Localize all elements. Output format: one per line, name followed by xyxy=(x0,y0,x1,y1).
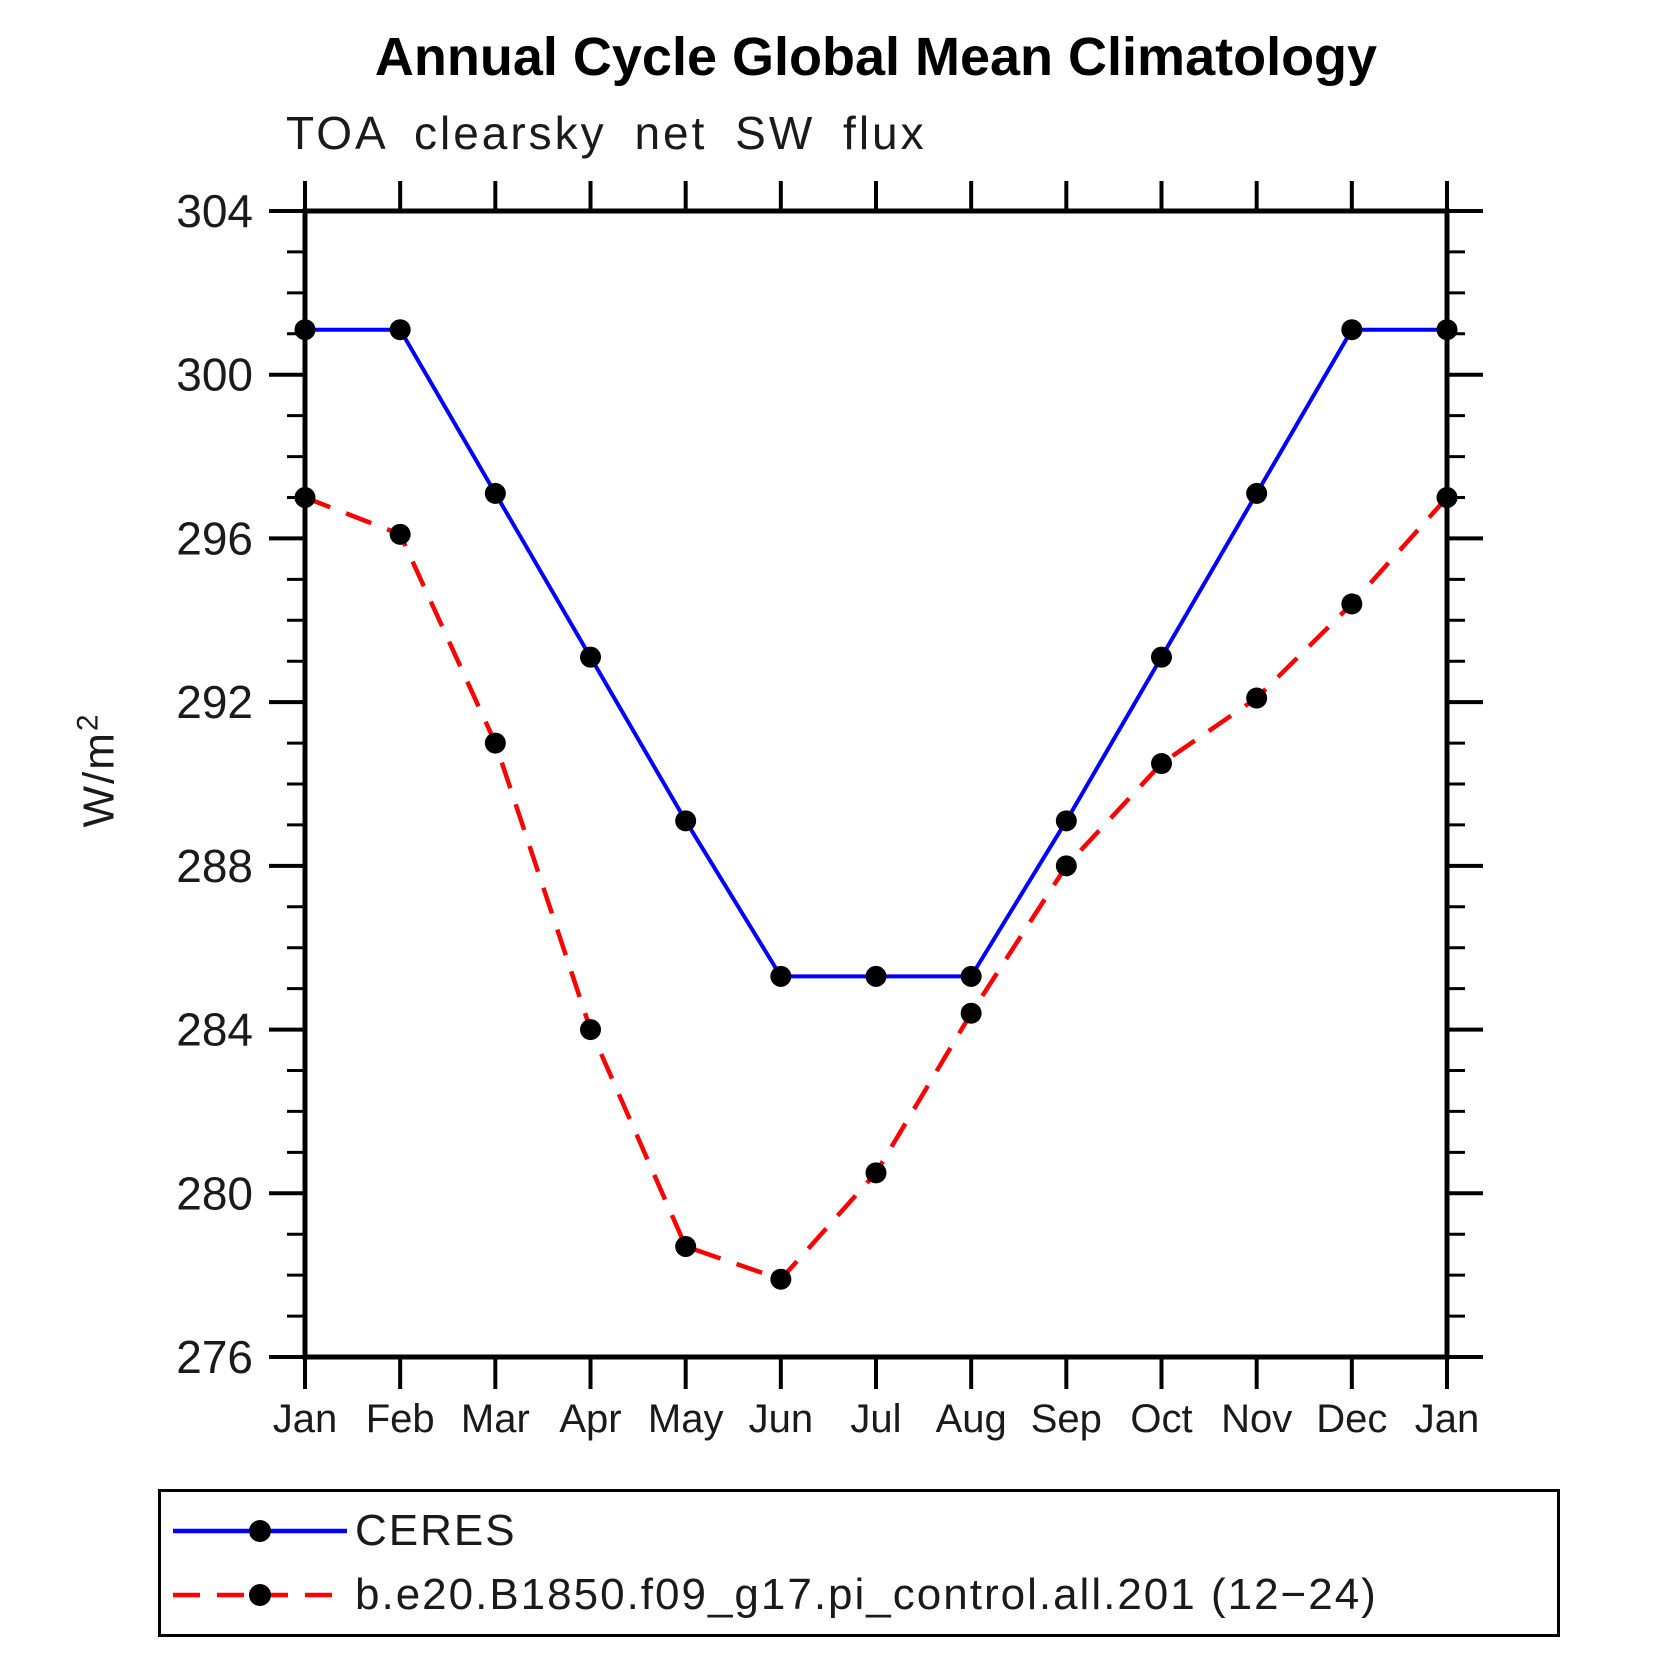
y-tick-label: 296 xyxy=(176,512,253,564)
series-marker-model xyxy=(484,732,506,754)
legend-swatch-graphic xyxy=(173,1584,347,1606)
series-marker-model xyxy=(1055,855,1077,877)
series-marker-model xyxy=(294,487,316,508)
y-tick-label: 280 xyxy=(176,1167,253,1219)
chart-subtitle: TOA clearsky net SW flux xyxy=(286,107,927,159)
x-tick-label: Apr xyxy=(559,1397,621,1441)
x-tick-label: Aug xyxy=(936,1397,1007,1441)
series-marker-ceres xyxy=(484,482,506,504)
series-marker-model xyxy=(580,1019,601,1041)
legend-label-model: b.e20.B1850.f09_g17.pi_control.all.201 (… xyxy=(355,1570,1378,1619)
legend-marker xyxy=(249,1584,271,1606)
y-tick-label: 276 xyxy=(176,1331,253,1383)
x-tick-label: Jul xyxy=(850,1397,901,1441)
x-tick-label: Sep xyxy=(1031,1397,1102,1441)
legend-marker xyxy=(249,1520,271,1542)
x-tick-label: Mar xyxy=(461,1397,530,1441)
series-line-ceres xyxy=(305,327,1447,979)
x-tick-label: Jan xyxy=(1415,1397,1480,1441)
series-marker-ceres xyxy=(580,646,601,668)
series-marker-ceres xyxy=(389,319,411,341)
legend-item-ceres: CERES xyxy=(171,1499,1557,1563)
chart-title: Annual Cycle Global Mean Climatology xyxy=(374,27,1378,87)
series-marker-model xyxy=(1246,687,1268,709)
series-marker-model xyxy=(675,1235,697,1257)
y-tick-label: 300 xyxy=(176,349,253,401)
series-marker-model xyxy=(1151,753,1172,775)
plot-frame xyxy=(302,208,1450,1360)
series-marker-model xyxy=(1436,487,1458,508)
x-tick-label: Dec xyxy=(1316,1397,1387,1441)
legend-item-model: b.e20.B1850.f09_g17.pi_control.all.201 (… xyxy=(171,1563,1557,1627)
x-tick-label: May xyxy=(648,1397,724,1441)
x-tick-label: Jun xyxy=(749,1397,814,1441)
series-marker-ceres xyxy=(1151,646,1172,668)
x-tick-label: Feb xyxy=(366,1397,435,1441)
series-marker-ceres xyxy=(865,965,887,987)
series-marker-ceres xyxy=(770,965,792,987)
series-marker-ceres xyxy=(1436,319,1458,341)
x-tick-label: Nov xyxy=(1221,1397,1292,1441)
y-tick-label: 288 xyxy=(176,840,253,892)
legend-swatch-graphic xyxy=(173,1520,347,1542)
series-marker-ceres xyxy=(1055,810,1077,832)
series-marker-ceres xyxy=(1341,319,1363,341)
series-marker-model xyxy=(389,523,411,545)
legend-swatch-ceres xyxy=(171,1510,349,1552)
series-marker-model xyxy=(960,1002,982,1024)
series-marker-model xyxy=(865,1162,887,1184)
legend-label-ceres: CERES xyxy=(355,1506,517,1555)
series-marker-ceres xyxy=(1246,482,1268,504)
series-marker-ceres xyxy=(294,319,316,341)
series-marker-ceres xyxy=(675,810,697,832)
x-tick-label: Jan xyxy=(273,1397,338,1441)
y-tick-label: 304 xyxy=(176,185,253,237)
legend-swatch-model xyxy=(171,1574,349,1616)
x-tick-label: Oct xyxy=(1130,1397,1192,1441)
series-marker-ceres xyxy=(960,965,982,987)
series-line-model xyxy=(304,495,1449,1282)
legend-box: CERES b.e20.B1850.f09_g17.pi_control.all… xyxy=(158,1489,1560,1637)
series-marker-model xyxy=(1341,593,1363,615)
series-marker-model xyxy=(770,1268,792,1290)
y-tick-label: 284 xyxy=(176,1004,253,1056)
y-tick-label: 292 xyxy=(176,676,253,728)
